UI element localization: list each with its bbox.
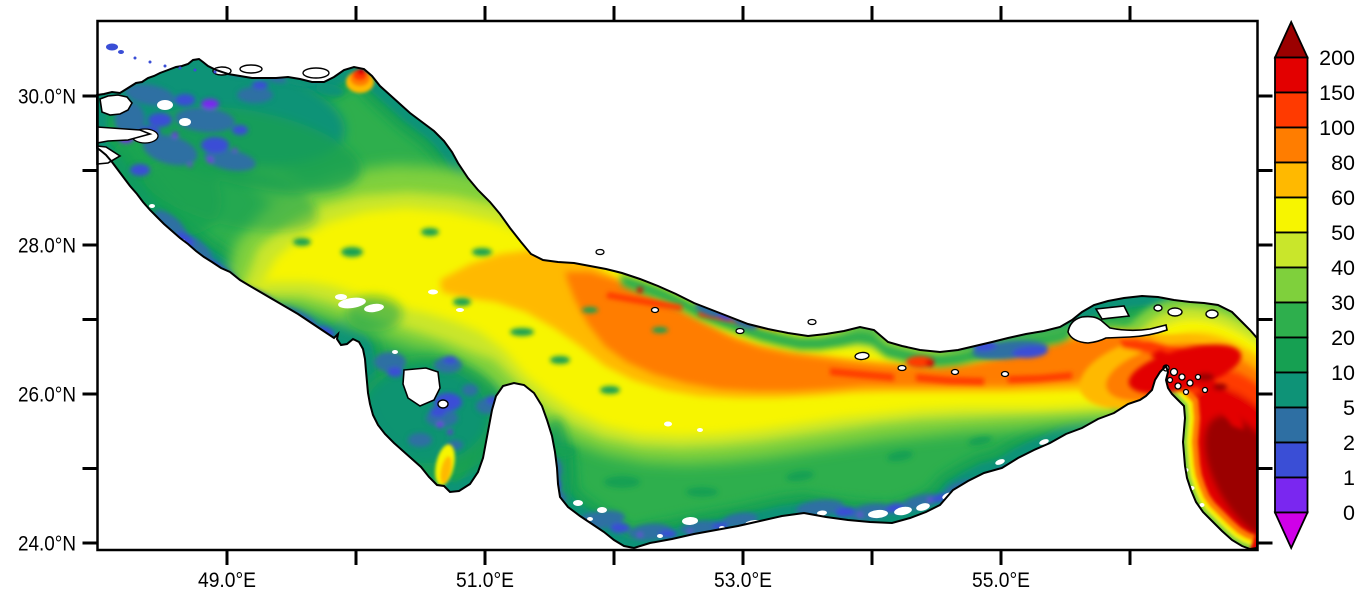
- svg-text:100: 100: [1319, 116, 1355, 140]
- svg-text:5: 5: [1343, 396, 1355, 420]
- svg-text:40: 40: [1331, 256, 1355, 280]
- svg-text:30.0°N: 30.0°N: [18, 85, 76, 109]
- svg-text:50: 50: [1331, 221, 1355, 245]
- svg-text:200: 200: [1319, 46, 1355, 70]
- svg-text:60: 60: [1331, 186, 1355, 210]
- svg-text:80: 80: [1331, 151, 1355, 175]
- svg-text:20: 20: [1331, 326, 1355, 350]
- svg-text:10: 10: [1331, 361, 1355, 385]
- svg-text:55.0°E: 55.0°E: [972, 568, 1030, 592]
- svg-text:1: 1: [1343, 466, 1355, 490]
- svg-text:51.0°E: 51.0°E: [456, 568, 514, 592]
- svg-text:26.0°N: 26.0°N: [18, 383, 76, 407]
- svg-text:24.0°N: 24.0°N: [18, 532, 76, 556]
- svg-text:28.0°N: 28.0°N: [18, 234, 76, 258]
- svg-text:49.0°E: 49.0°E: [198, 568, 256, 592]
- svg-text:0: 0: [1343, 501, 1355, 525]
- svg-text:150: 150: [1319, 81, 1355, 105]
- svg-text:30: 30: [1331, 291, 1355, 315]
- svg-text:53.0°E: 53.0°E: [714, 568, 772, 592]
- svg-text:2: 2: [1343, 431, 1355, 455]
